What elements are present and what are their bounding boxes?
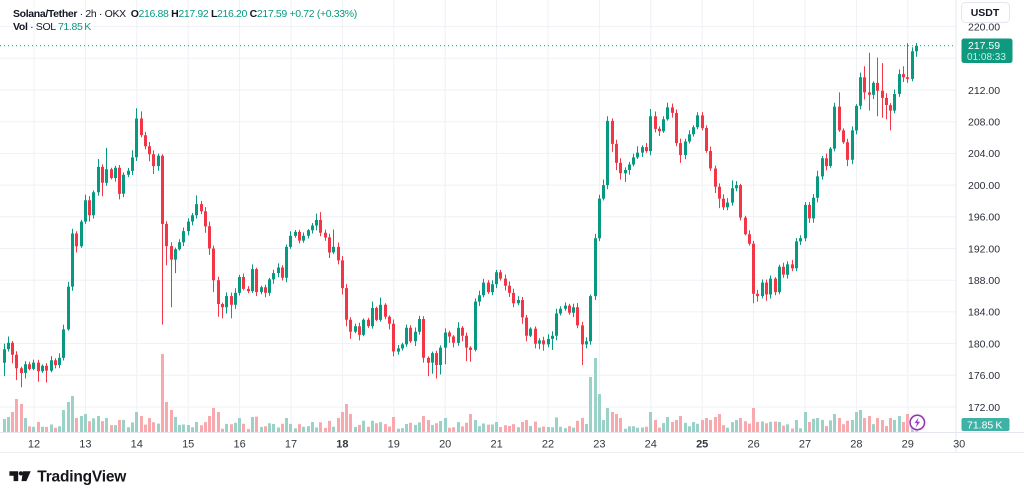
svg-text:13: 13 bbox=[79, 439, 91, 451]
svg-text:20: 20 bbox=[439, 439, 451, 451]
svg-text:204.00: 204.00 bbox=[968, 148, 1000, 160]
svg-text:176.00: 176.00 bbox=[968, 370, 1000, 382]
svg-text:188.00: 188.00 bbox=[968, 275, 1000, 287]
svg-text:16: 16 bbox=[233, 439, 245, 451]
svg-text:29: 29 bbox=[902, 439, 914, 451]
svg-text:217.59: 217.59 bbox=[968, 40, 1000, 52]
svg-text:17: 17 bbox=[285, 439, 297, 451]
svg-text:30: 30 bbox=[953, 439, 965, 451]
svg-text:180.00: 180.00 bbox=[968, 338, 1000, 350]
svg-text:27: 27 bbox=[799, 439, 811, 451]
svg-text:71.85 K: 71.85 K bbox=[967, 419, 1002, 431]
svg-text:26: 26 bbox=[747, 439, 759, 451]
svg-text:19: 19 bbox=[388, 439, 400, 451]
svg-text:21: 21 bbox=[490, 439, 502, 451]
svg-text:192.00: 192.00 bbox=[968, 243, 1000, 255]
svg-text:Vol · SOL 71.85 K: Vol · SOL 71.85 K bbox=[13, 21, 91, 33]
svg-text:14: 14 bbox=[131, 439, 143, 451]
svg-text:200.00: 200.00 bbox=[968, 180, 1000, 192]
svg-text:Solana/Tether · 2h · OKX O216.: Solana/Tether · 2h · OKX O216.88 H217.92… bbox=[13, 8, 357, 20]
svg-text:172.00: 172.00 bbox=[968, 402, 1000, 414]
svg-text:01:08:33: 01:08:33 bbox=[967, 52, 1006, 63]
svg-text:12: 12 bbox=[28, 439, 40, 451]
svg-text:22: 22 bbox=[542, 439, 554, 451]
svg-text:220.00: 220.00 bbox=[968, 21, 1000, 33]
svg-text:TradingView: TradingView bbox=[37, 469, 127, 486]
svg-text:USDT: USDT bbox=[971, 7, 1000, 19]
svg-text:24: 24 bbox=[645, 439, 657, 451]
svg-text:18: 18 bbox=[336, 439, 348, 451]
svg-text:25: 25 bbox=[696, 439, 708, 451]
svg-text:208.00: 208.00 bbox=[968, 117, 1000, 129]
svg-text:23: 23 bbox=[593, 439, 605, 451]
svg-text:15: 15 bbox=[182, 439, 194, 451]
svg-text:184.00: 184.00 bbox=[968, 307, 1000, 319]
svg-text:196.00: 196.00 bbox=[968, 212, 1000, 224]
svg-text:28: 28 bbox=[850, 439, 862, 451]
svg-text:212.00: 212.00 bbox=[968, 85, 1000, 97]
